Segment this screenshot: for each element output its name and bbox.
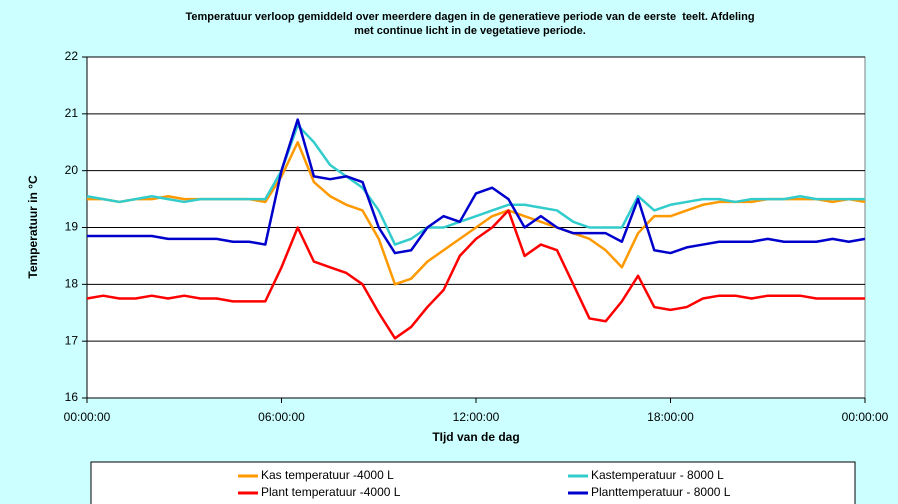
legend-label: Kastemperatuur - 8000 L [591,468,724,482]
y-tick-label: 22 [65,49,79,63]
x-tick-label: 12:00:00 [453,410,500,424]
y-tick-label: 18 [65,277,79,291]
series-line [86,209,865,340]
y-tick-label: 19 [65,220,79,234]
y-tick-label: 20 [65,163,79,177]
chart-title: met continue licht in de vegetatieve per… [354,25,586,37]
legend-label: Plant temperatuur -4000 L [261,485,401,499]
series-line [86,123,865,246]
y-tick-label: 21 [65,106,79,120]
x-tick-label: 00:00:00 [64,410,111,424]
y-tick-label: 16 [65,390,79,404]
legend-label: Kas temperatuur -4000 L [261,468,394,482]
x-tick-label: 00:00:00 [842,410,889,424]
x-tick-label: 18:00:00 [647,410,694,424]
legend [90,461,856,504]
y-tick-label: 17 [65,333,79,347]
x-axis-label: TIjd van de dag [432,430,519,444]
y-axis-label: Temperatuur in °C [26,175,40,279]
x-tick-label: 06:00:00 [258,410,305,424]
chart-title: Temperatuur verloop gemiddeld over meerd… [185,11,754,23]
legend-label: Planttemperatuur - 8000 L [591,485,731,499]
series-line [87,118,866,255]
